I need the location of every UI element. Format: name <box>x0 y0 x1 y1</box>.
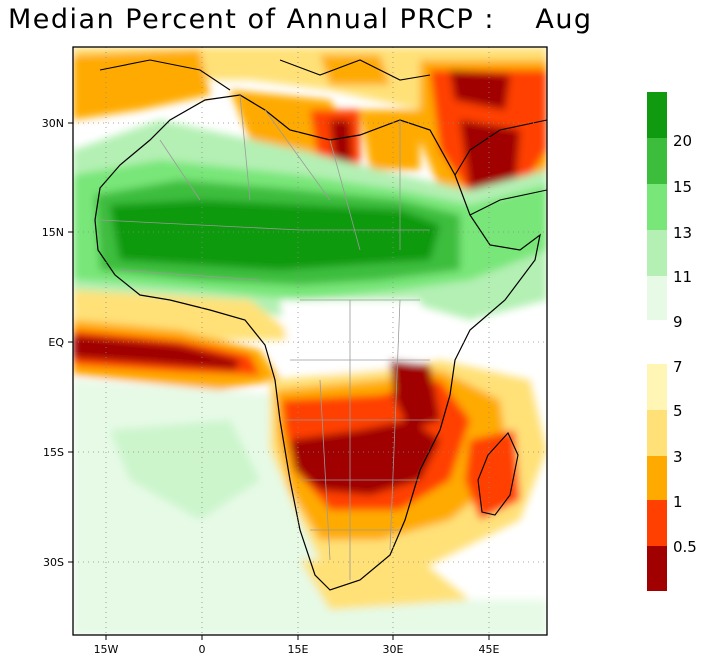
africa-coastline <box>94 94 541 591</box>
colorbar-label-9: 9 <box>673 313 683 331</box>
lat-tick-15n: 15N <box>42 226 64 239</box>
colorbar-swatch-1 <box>647 500 667 546</box>
lat-tick-eq: EQ <box>48 336 64 349</box>
colorbar-swatch-5 <box>647 410 667 456</box>
colorbar-label-11: 11 <box>673 268 692 286</box>
grid-lines <box>73 47 547 635</box>
country-borders <box>99 94 440 580</box>
lat-tick-30n: 30N <box>42 117 64 130</box>
colorbar-swatch-0-5 <box>647 546 667 591</box>
lon-tick-15e: 15E <box>288 643 309 656</box>
colorbar-label-3: 3 <box>673 448 683 466</box>
colorbar-swatch-3 <box>647 456 667 500</box>
colorbar-swatch-9 <box>647 276 667 320</box>
colorbar-swatch-13 <box>647 184 667 230</box>
colorbar-upper: 20 15 13 11 9 <box>647 92 692 331</box>
colorbar-swatch-15 <box>647 138 667 184</box>
lon-tick-30e: 30E <box>383 643 404 656</box>
colorbar-swatch-7 <box>647 364 667 410</box>
colorbar-label-5: 5 <box>673 402 683 420</box>
colorbar-label-0-5: 0.5 <box>673 538 697 556</box>
madagascar-coastline <box>477 432 519 516</box>
lon-tick-0: 0 <box>199 643 206 656</box>
colorbar-label-15: 15 <box>673 178 692 196</box>
colorbar-label-13: 13 <box>673 224 692 242</box>
colorbar-lower: 7 5 3 1 0.5 <box>647 358 697 591</box>
lat-tick-15s: 15S <box>43 446 64 459</box>
colorbar-swatch-20 <box>647 92 667 138</box>
tick-marks <box>68 122 490 640</box>
europe-coastline <box>99 59 431 91</box>
colorbar-label-7: 7 <box>673 358 683 376</box>
colorbar-label-20: 20 <box>673 132 692 150</box>
colorbar-swatch-11 <box>647 230 667 276</box>
precip-field <box>73 47 547 635</box>
arabia-coastline <box>454 119 547 216</box>
lat-tick-30s: 30S <box>43 556 64 569</box>
lon-tick-45e: 45E <box>479 643 500 656</box>
colorbar-label-1: 1 <box>673 493 683 511</box>
map-title: Median Percent of Annual PRCP : Aug <box>8 4 593 35</box>
plot-frame <box>72 46 548 636</box>
lon-tick-15w: 15W <box>94 643 119 656</box>
